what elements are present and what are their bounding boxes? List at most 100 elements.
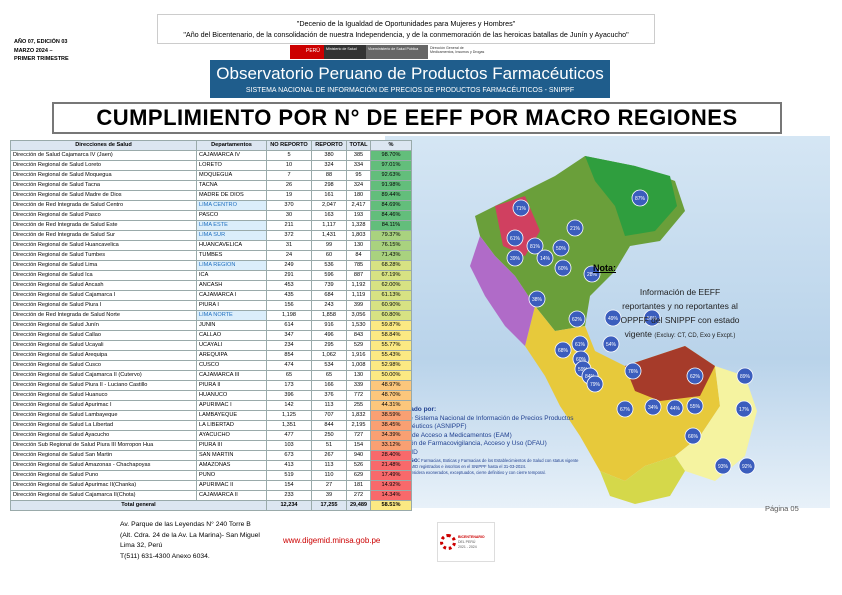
map-marker <box>643 309 661 327</box>
cell: 52.98% <box>370 360 412 371</box>
address-line: Lima 32, Perú <box>120 542 163 549</box>
header-box: "Decenio de la Igualdad de Oportunidades… <box>157 14 655 44</box>
cell: 291 <box>266 270 312 281</box>
cell: 396 <box>266 390 312 401</box>
cell: Dirección Regional de Salud Ica <box>10 270 197 281</box>
cell: 24 <box>266 250 312 261</box>
cell: 727 <box>346 430 371 441</box>
cell: PIURA II <box>196 380 267 391</box>
cell: 30 <box>266 210 312 221</box>
cell: 84 <box>346 250 371 261</box>
map-label: 28% <box>587 272 598 278</box>
map-label: 62% <box>572 317 583 323</box>
map-marker <box>552 239 570 257</box>
header-row: Direcciones de Salud Departamentos NO REPO… <box>10 140 412 151</box>
cell: 324 <box>311 160 347 171</box>
cell: 61.13% <box>370 290 412 301</box>
cell: 48.70% <box>370 390 412 401</box>
map-marker <box>604 309 622 327</box>
cell: 1,431 <box>311 230 347 241</box>
cell: 88 <box>311 170 347 181</box>
cell: TACNA <box>196 180 267 191</box>
address: Av. Parque de las Leyendas N° 240 Torre … <box>120 520 260 562</box>
cell: 249 <box>266 260 312 271</box>
map-marker <box>735 400 753 418</box>
cell: 98.70% <box>370 150 412 161</box>
region <box>525 306 720 481</box>
row: Dirección Regional de Salud Piura II - L… <box>10 380 412 391</box>
cell: 67.19% <box>370 270 412 281</box>
map-marker <box>536 249 554 267</box>
row: Dirección Regional de Salud Piura I PIURA… <box>10 300 412 311</box>
row: Dirección de Salud Cajamarca IV (Jaen) CA… <box>10 150 412 161</box>
cell: 55.43% <box>370 350 412 361</box>
cell: PUNO <box>196 470 267 481</box>
row: Dirección Regional de Salud Amazonas - C… <box>10 460 412 471</box>
column-header: TOTAL <box>346 140 371 151</box>
cell: 173 <box>266 380 312 391</box>
cell: PIURA III <box>196 440 267 451</box>
cell: Dirección Regional de Salud Lima <box>10 260 197 271</box>
title: CUMPLIMIENTO POR N° DE EEFF POR MACRO RE… <box>52 102 782 134</box>
map-label: 92% <box>742 464 753 470</box>
cell: 1,117 <box>311 220 347 231</box>
logo-text: Dirección General de Medicamentos, Insum… <box>430 46 485 54</box>
cell: 526 <box>346 460 371 471</box>
cell: Dirección Regional de Salud Ucayali <box>10 340 197 351</box>
cell: 55.77% <box>370 340 412 351</box>
row: Dirección Regional de Salud Puno PUNO 519 1… <box>10 470 412 481</box>
map-label: 55% <box>690 404 701 410</box>
cell: 673 <box>266 450 312 461</box>
cell: 298 <box>311 180 347 191</box>
bicentenario: BICENTENARIO DEL PERÚ 2021 - 2024 <box>437 522 495 562</box>
logo: PERÚ Ministerio de Salud Viceministerio … <box>290 45 608 59</box>
map-marker <box>586 375 604 393</box>
map-label: 61% <box>575 342 586 348</box>
total-cell: Total general <box>10 500 267 511</box>
bic-text: BICENTENARIO <box>458 534 485 539</box>
cell: 1,328 <box>346 220 371 231</box>
cell: 65 <box>266 370 312 381</box>
map-label: 54% <box>606 342 617 348</box>
note: Nota: <box>555 262 820 275</box>
total-cell: 58.51% <box>370 500 412 511</box>
cell: Dirección Regional de Salud Ayacucho <box>10 430 197 441</box>
row: Dirección Regional de Salud Huanuco HUANU… <box>10 390 412 401</box>
map: 71% 87% 61% 21% 81% 50% 14% 39% 60% 28% 38% 62% 49% 5… <box>470 156 757 504</box>
map-label: 60% <box>558 266 569 272</box>
cell: 65 <box>311 370 347 381</box>
cell: 1,351 <box>266 420 312 431</box>
cell: Dirección Regional de Salud Cajamarca II… <box>10 490 197 501</box>
note-small: (Excluy: CT, CD, Exo y Excpt.) <box>654 333 736 339</box>
cell: 529 <box>346 340 371 351</box>
cell: 28.40% <box>370 450 412 461</box>
row: Dirección Regional de Salud Junín JUNIN 61… <box>10 320 412 331</box>
cell: 130 <box>346 240 371 251</box>
cell: Dirección Regional de Salud Puno <box>10 470 197 481</box>
cell: 71.43% <box>370 250 412 261</box>
cell: 1,125 <box>266 410 312 421</box>
cell: UCAYALI <box>196 340 267 351</box>
cell: Dirección Regional de Salud Arequipa <box>10 350 197 361</box>
cell: 14.34% <box>370 490 412 501</box>
row: Dirección Regional de Salud Lambayeque LA… <box>10 410 412 421</box>
bic-text: DEL PERÚ <box>458 539 476 544</box>
cell: 1,832 <box>346 410 371 421</box>
cell: 48.97% <box>370 380 412 391</box>
row: Dirección Regional de Salud Ayacucho AYAC… <box>10 430 412 441</box>
cell: PASCO <box>196 210 267 221</box>
map-marker <box>583 265 601 283</box>
cell: 19 <box>266 190 312 201</box>
cell: Dirección Regional de Salud Cusco <box>10 360 197 371</box>
cell: Dirección Regional de Salud Pasco <box>10 210 197 221</box>
cell: Dirección Regional de Salud Huanuco <box>10 390 197 401</box>
cell: Dirección Regional de Salud Junín <box>10 320 197 331</box>
row: Dirección Regional de Salud Tacna TACNA 26… <box>10 180 412 191</box>
credits-line: Equipo de Acceso a Medicamentos (EAM) <box>390 431 512 439</box>
cell: 684 <box>311 290 347 301</box>
address-line: (Alt. Cdra. 24 de la Av. La Marina)- San… <box>120 531 260 539</box>
banner-subtitle: SISTEMA NACIONAL DE INFORMACIÓN DE PRECI… <box>245 87 575 94</box>
cell: MADRE DE DIOS <box>196 190 267 201</box>
cell: Dirección Regional de Salud Tacna <box>10 180 197 191</box>
cell: APURIMAC II <box>196 480 267 491</box>
